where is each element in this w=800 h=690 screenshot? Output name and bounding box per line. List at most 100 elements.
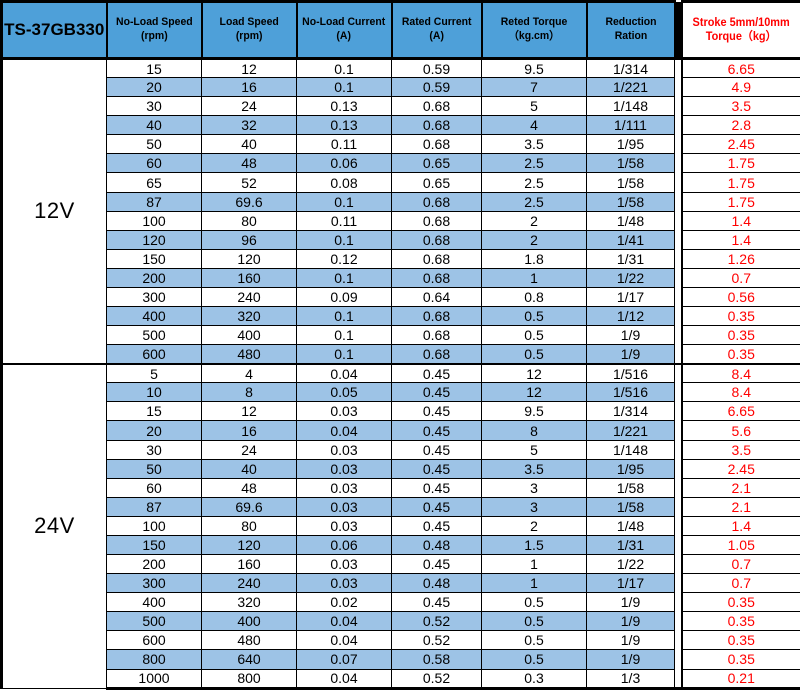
cell-load-speed: 800	[201, 668, 297, 690]
cell-rated-current: 0.64	[391, 286, 482, 308]
cell-no-load-current: 0.04	[296, 630, 392, 651]
table-row: 15 12 0.03 0.45 9.5 1/314 6.65	[2, 401, 800, 422]
column-gap-divider	[674, 649, 683, 669]
header-no-load-current: No-Load Current (A)	[295, 0, 393, 60]
cell-stroke-torque: 6.65	[680, 401, 800, 422]
cell-rated-torque: 2	[481, 229, 587, 250]
voltage-label: 24V	[0, 362, 107, 689]
cell-reduction-ratio: 1/48	[586, 515, 675, 536]
cell-no-load-speed: 500	[106, 611, 202, 632]
cell-rated-current: 0.45	[391, 554, 482, 575]
cell-rated-torque: 3	[481, 496, 587, 517]
cell-stroke-torque: 0.21	[680, 668, 800, 690]
cell-stroke-torque: 0.7	[680, 267, 800, 288]
cell-no-load-current: 0.04	[296, 420, 392, 441]
cell-no-load-speed: 150	[106, 534, 202, 556]
cell-reduction-ratio: 1/314	[586, 57, 675, 79]
column-gap-divider	[674, 325, 683, 345]
cell-stroke-torque: 0.35	[680, 630, 800, 651]
table-row: 400 320 0.1 0.68 0.5 1/12 0.35	[2, 306, 800, 327]
cell-no-load-current: 0.03	[296, 515, 392, 536]
header-stroke-torque: Stroke 5mm/10mm Torque（kg）	[680, 0, 800, 60]
cell-no-load-current: 0.12	[296, 248, 392, 269]
cell-stroke-torque: 1.26	[680, 248, 800, 269]
column-gap-divider	[674, 459, 683, 479]
column-gap-divider	[674, 192, 683, 212]
cell-no-load-current: 0.05	[296, 382, 392, 403]
cell-no-load-speed: 20	[106, 77, 202, 98]
cell-no-load-current: 0.13	[296, 96, 392, 117]
cell-load-speed: 400	[201, 611, 297, 632]
column-gap-divider	[674, 478, 683, 498]
cell-load-speed: 8	[201, 382, 297, 403]
table-row: 40 32 0.13 0.68 4 1/111 2.8	[2, 115, 800, 136]
header-load-speed: Load Speed (rpm)	[200, 0, 298, 60]
cell-no-load-current: 0.03	[296, 496, 392, 517]
cell-stroke-torque: 0.35	[680, 325, 800, 346]
table-row: 50 40 0.03 0.45 3.5 1/95 2.45	[2, 458, 800, 479]
cell-rated-torque: 9.5	[481, 401, 587, 422]
cell-stroke-torque: 1.75	[680, 172, 800, 193]
table-row: 100 80 0.03 0.45 2 1/48 1.4	[2, 515, 800, 536]
cell-rated-current: 0.68	[391, 267, 482, 288]
cell-reduction-ratio: 1/9	[586, 630, 675, 651]
cell-rated-current: 0.45	[391, 382, 482, 403]
column-gap-divider	[674, 344, 683, 364]
table-row: 600 480 0.04 0.52 0.5 1/9 0.35	[2, 630, 800, 651]
cell-stroke-torque: 2.1	[680, 477, 800, 498]
cell-rated-torque: 8	[481, 420, 587, 441]
cell-reduction-ratio: 1/314	[586, 401, 675, 422]
cell-reduction-ratio: 1/111	[586, 115, 675, 136]
cell-no-load-current: 0.11	[296, 210, 392, 231]
voltage-label: 12V	[0, 57, 107, 365]
cell-no-load-speed: 400	[106, 592, 202, 613]
cell-reduction-ratio: 1/12	[586, 306, 675, 327]
cell-rated-torque: 1	[481, 573, 587, 594]
table-row: 20 16 0.1 0.59 7 1/221 4.9	[2, 77, 800, 98]
cell-no-load-speed: 1000	[106, 668, 202, 690]
column-gap-divider	[674, 630, 683, 650]
cell-rated-torque: 0.8	[481, 286, 587, 308]
cell-rated-current: 0.52	[391, 611, 482, 632]
cell-stroke-torque: 0.35	[680, 592, 800, 613]
cell-stroke-torque: 2.45	[680, 134, 800, 155]
cell-no-load-speed: 100	[106, 210, 202, 231]
cell-no-load-current: 0.04	[296, 668, 392, 690]
cell-reduction-ratio: 1/22	[586, 554, 675, 575]
cell-load-speed: 96	[201, 229, 297, 250]
cell-stroke-torque: 0.7	[680, 573, 800, 594]
cell-no-load-speed: 200	[106, 554, 202, 575]
cell-reduction-ratio: 1/221	[586, 420, 675, 441]
cell-rated-torque: 5	[481, 439, 587, 460]
cell-load-speed: 120	[201, 534, 297, 556]
column-gap-divider	[674, 382, 683, 402]
cell-no-load-speed: 400	[106, 306, 202, 327]
table-row: 87 69.6 0.03 0.45 3 1/58 2.1	[2, 496, 800, 517]
cell-load-speed: 160	[201, 554, 297, 575]
cell-load-speed: 400	[201, 325, 297, 346]
column-gap-divider	[674, 611, 683, 631]
cell-rated-torque: 0.5	[481, 344, 587, 365]
cell-no-load-speed: 50	[106, 134, 202, 155]
header-label: Load Speed (rpm)	[219, 16, 279, 42]
cell-rated-torque: 2.5	[481, 153, 587, 174]
table-row: 65 52 0.08 0.65 2.5 1/58 1.75	[2, 172, 800, 193]
cell-load-speed: 24	[201, 96, 297, 117]
cell-load-speed: 320	[201, 306, 297, 327]
cell-no-load-speed: 120	[106, 229, 202, 250]
cell-rated-torque: 0.5	[481, 649, 587, 670]
cell-load-speed: 24	[201, 439, 297, 460]
column-gap-divider	[674, 249, 683, 269]
cell-load-speed: 32	[201, 115, 297, 136]
cell-no-load-speed: 20	[106, 420, 202, 441]
cell-no-load-current: 0.03	[296, 458, 392, 479]
table-row: 87 69.6 0.1 0.68 2.5 1/58 1.75	[2, 191, 800, 212]
cell-no-load-speed: 15	[106, 57, 202, 79]
column-gap-divider	[674, 153, 683, 173]
cell-rated-torque: 3.5	[481, 458, 587, 479]
cell-no-load-speed: 60	[106, 153, 202, 174]
column-gap-divider	[674, 669, 683, 690]
cell-reduction-ratio: 1/31	[586, 534, 675, 556]
